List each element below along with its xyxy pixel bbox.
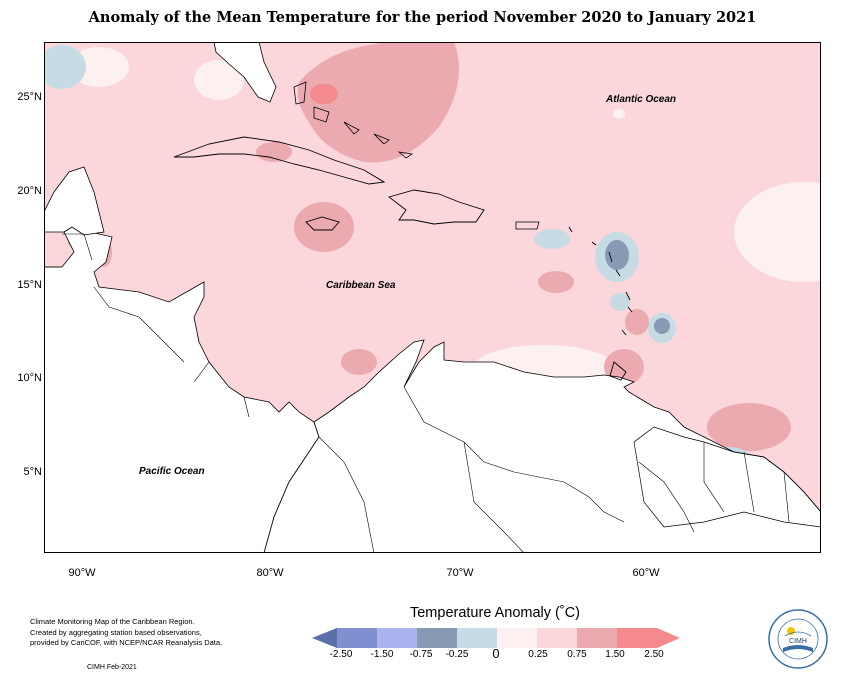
legend-title: Temperature Anomaly (˚C) [409,605,581,621]
land-guianas-data [633,426,821,528]
label-caribbean-sea: Caribbean Sea [326,280,396,291]
anomaly-warm-colombia-coast [341,349,377,375]
legend-swatch-9 [657,628,680,648]
border-belize-guatemala [44,233,93,268]
legend-swatch-2 [377,628,417,648]
legend-swatch-6 [537,628,577,648]
logo-sun-icon [787,627,795,635]
legend-swatch-8 [617,628,657,648]
legend-tick-1: -1.50 [370,649,394,660]
map-title: Anomaly of the Mean Temperature for the … [88,9,757,26]
legend-swatch-3 [417,628,457,648]
lon-label-60w: 60°W [632,567,660,579]
footer-line-3: provided by CariCOF, with NCEP/NCAR Rean… [30,638,223,647]
legend-color-bar [312,628,682,652]
legend-tick-2: -0.75 [409,649,433,660]
legend-tick-7: 1.50 [605,649,625,660]
anomaly-warm-bahamas [297,42,459,163]
legend-swatch-7 [577,628,617,648]
land-south-america [263,339,821,553]
legend-swatch-0 [312,628,337,648]
land-hispaniola [388,189,485,225]
legend-swatch-1 [337,628,377,648]
temperature-anomaly-map: Atlantic Ocean Caribbean Sea Pacific Oce… [44,42,821,553]
anomaly-cool-nw [44,45,86,89]
logo-text: CIMH [789,638,807,645]
anomaly-near-zero-atlantic [613,109,625,119]
lon-label-70w: 70°W [446,567,474,579]
map-frame [44,42,821,553]
land-florida [213,42,277,103]
lat-label-20n: 20°N [17,185,42,197]
lat-label-10n: 10°N [17,372,42,384]
anomaly-near-zero-east [734,182,821,282]
land-jamaica [305,216,340,231]
anomaly-near-zero-north [194,60,244,100]
anomaly-cold-antilles-2 [605,240,629,270]
legend-tick-8: 2.50 [644,649,664,660]
anomaly-warm-jamaica [294,202,354,252]
legend-tick-4: 0 [492,646,500,661]
anomaly-warm-cuba [256,142,292,162]
footer-credit: CIMH Feb-2021 [87,664,137,671]
legend-tick-0: -2.50 [329,649,353,660]
land-bahamas [293,81,414,159]
land-cuba [173,136,386,185]
cimh-logo: CIMH [767,608,829,670]
anomaly-cool-antilles-1 [534,229,570,249]
land-mexico-yucatan [44,166,105,236]
footer-line-1: Climate Monitoring Map of the Caribbean … [30,617,195,626]
lat-label-15n: 15°N [17,279,42,291]
legend-tick-5: 0.25 [528,649,548,660]
lon-label-90w: 90°W [68,567,96,579]
lon-label-80w: 80°W [256,567,284,579]
lat-label-5n: 5°N [23,466,42,478]
land-lesser-antilles [568,226,633,381]
anomaly-near-zero-north2 [69,47,129,87]
land-puerto-rico [515,221,540,230]
footer-description: Climate Monitoring Map of the Caribbean … [30,617,260,649]
legend-tick-3: -0.25 [445,649,469,660]
anomaly-hot-bahamas [310,84,338,104]
label-pacific-ocean: Pacific Ocean [139,466,205,477]
border-south-america [318,386,790,553]
anomaly-warm-antilles-2 [625,309,649,335]
footer-line-2: Created by aggregating station based obs… [30,627,202,637]
legend-swatch-5 [497,628,537,648]
anomaly-cool-antilles-3 [610,293,630,311]
lat-label-25n: 25°N [17,91,42,103]
label-atlantic-ocean: Atlantic Ocean [606,94,677,105]
border-central-america [93,286,250,418]
legend-tick-6: 0.75 [567,649,587,660]
anomaly-warm-antilles [538,271,574,293]
anomaly-cold-antilles-4 [654,318,670,334]
anomaly-warm-atlantic-se [707,403,791,451]
legend-swatch-4 [457,628,497,648]
